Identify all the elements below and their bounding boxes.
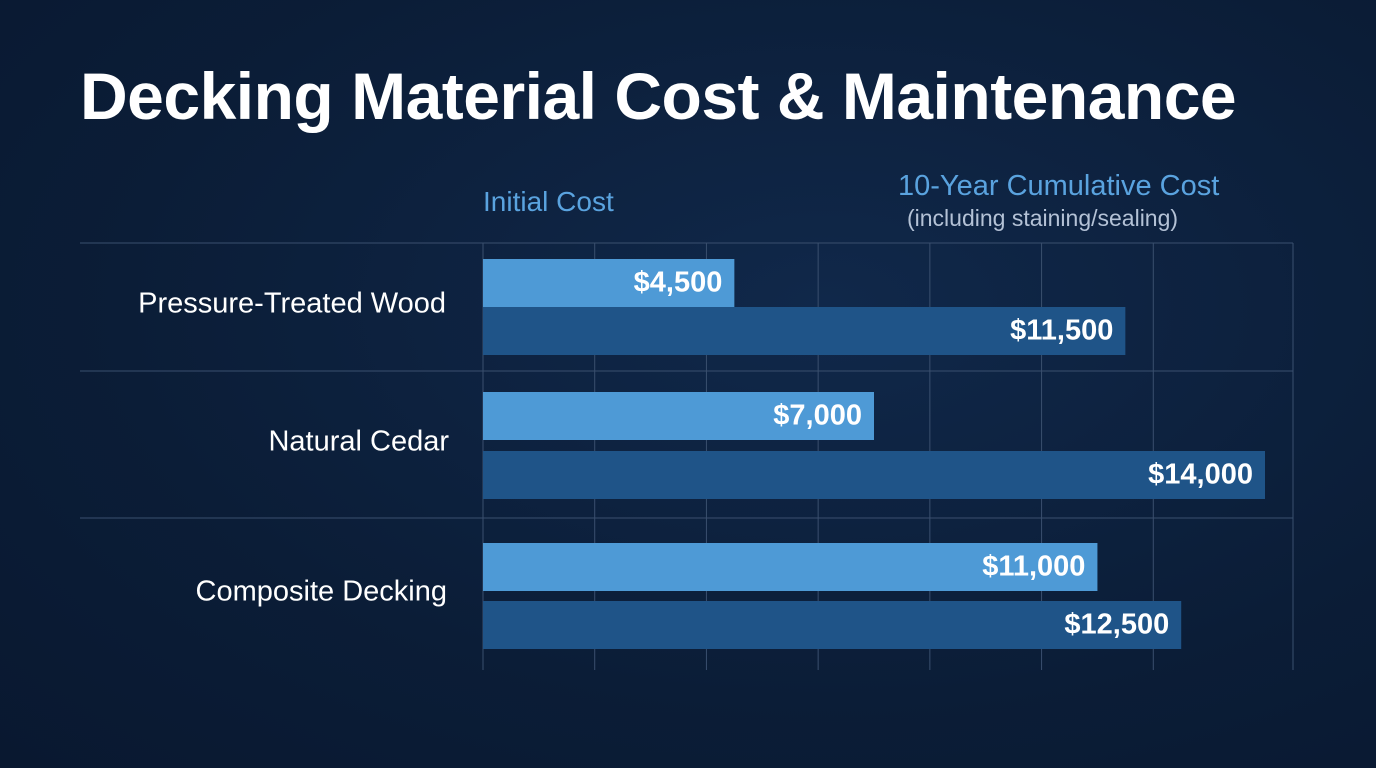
data-label: $12,500 xyxy=(1064,609,1169,641)
chart-title: Decking Material Cost & Maintenance xyxy=(80,59,1237,133)
bar-cumulative-cost xyxy=(483,451,1265,499)
category-label: Pressure-Treated Wood xyxy=(138,288,446,320)
bar-initial-cost xyxy=(483,392,874,440)
data-label: $14,000 xyxy=(1148,459,1253,491)
legend-cumulative-note: (including staining/sealing) xyxy=(907,205,1179,231)
bar-initial-cost xyxy=(483,259,735,307)
data-label: $11,000 xyxy=(982,551,1085,583)
bar-initial-cost xyxy=(483,543,1098,591)
category-label: Natural Cedar xyxy=(268,426,449,458)
data-label: $7,000 xyxy=(773,400,862,432)
data-label: $4,500 xyxy=(634,267,723,299)
bar-cumulative-cost xyxy=(483,307,1126,355)
legend-cumulative-cost: 10-Year Cumulative Cost xyxy=(898,170,1220,202)
bar-cumulative-cost xyxy=(483,601,1182,649)
category-label: Composite Decking xyxy=(196,576,447,608)
legend-initial-cost: Initial Cost xyxy=(483,186,614,217)
data-label: $11,500 xyxy=(1010,315,1113,347)
